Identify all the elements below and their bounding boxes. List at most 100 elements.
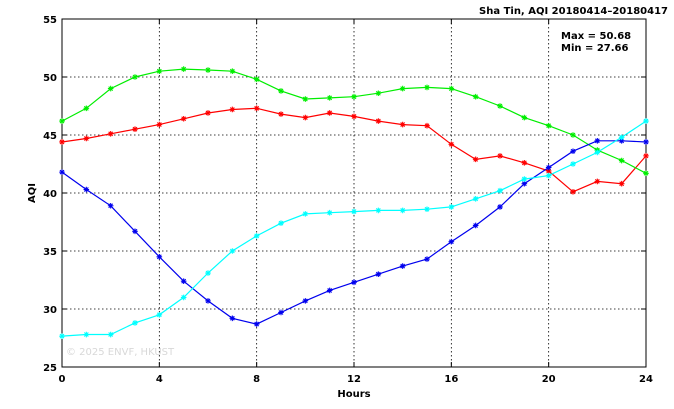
data-point-marker bbox=[132, 74, 138, 80]
data-point-marker bbox=[180, 294, 187, 301]
data-point-marker bbox=[156, 312, 163, 318]
data-point-marker bbox=[351, 208, 357, 215]
data-point-marker bbox=[107, 331, 114, 338]
data-point-marker bbox=[497, 103, 503, 109]
data-point-marker bbox=[180, 115, 187, 122]
data-point-marker bbox=[302, 211, 309, 217]
data-point-marker bbox=[132, 228, 138, 235]
x-tick-label: 8 bbox=[253, 374, 260, 385]
data-point-marker bbox=[448, 238, 455, 245]
y-tick-label: 50 bbox=[43, 73, 57, 84]
data-point-marker bbox=[253, 233, 260, 239]
data-point-marker bbox=[156, 68, 163, 74]
grid-lines bbox=[62, 19, 646, 367]
data-point-marker bbox=[424, 122, 430, 129]
data-point-marker bbox=[643, 170, 649, 177]
y-axis-label: AQI bbox=[27, 183, 38, 203]
data-point-marker bbox=[643, 139, 649, 145]
data-point-marker bbox=[326, 110, 333, 116]
data-point-marker bbox=[83, 105, 90, 112]
data-point-marker bbox=[205, 67, 211, 73]
data-point-marker bbox=[375, 118, 382, 124]
series-4 bbox=[59, 118, 649, 339]
data-point-marker bbox=[351, 113, 357, 120]
data-point-marker bbox=[351, 279, 357, 286]
data-point-marker bbox=[180, 278, 187, 284]
y-tick-label: 25 bbox=[43, 363, 57, 374]
data-point-marker bbox=[570, 161, 576, 167]
data-point-marker bbox=[229, 68, 236, 74]
data-point-marker bbox=[570, 148, 576, 155]
data-point-marker bbox=[326, 287, 333, 294]
data-point-marker bbox=[594, 149, 601, 156]
x-tick-label: 4 bbox=[156, 374, 163, 385]
data-point-marker bbox=[59, 169, 65, 175]
data-point-marker bbox=[521, 180, 528, 187]
data-point-marker bbox=[594, 138, 601, 144]
data-point-marker bbox=[278, 220, 284, 226]
data-point-marker bbox=[497, 204, 503, 210]
data-point-marker bbox=[497, 187, 503, 194]
data-point-marker bbox=[59, 118, 65, 124]
data-point-marker bbox=[302, 114, 309, 121]
data-point-marker bbox=[497, 153, 503, 159]
data-point-marker bbox=[399, 121, 406, 128]
data-point-marker bbox=[205, 270, 211, 276]
x-tick-label: 24 bbox=[639, 374, 653, 385]
x-tick-label: 16 bbox=[444, 374, 458, 385]
min-label: Min = 27.66 bbox=[561, 43, 629, 54]
data-point-marker bbox=[278, 88, 284, 94]
y-tick-label: 45 bbox=[43, 131, 57, 142]
data-point-marker bbox=[229, 315, 236, 322]
data-point-marker bbox=[399, 85, 406, 92]
data-point-marker bbox=[83, 186, 90, 193]
series-3 bbox=[59, 138, 649, 327]
data-point-marker bbox=[253, 76, 260, 83]
data-point-marker bbox=[59, 333, 65, 339]
x-tick-label: 20 bbox=[542, 374, 556, 385]
data-point-marker bbox=[472, 222, 479, 229]
data-point-marker bbox=[156, 254, 163, 260]
data-point-marker bbox=[83, 331, 90, 338]
data-point-marker bbox=[278, 111, 284, 117]
y-tick-label: 55 bbox=[43, 15, 57, 26]
data-point-marker bbox=[375, 207, 382, 214]
data-point-marker bbox=[424, 256, 430, 262]
data-point-marker bbox=[618, 138, 625, 144]
max-label: Max = 50.68 bbox=[561, 31, 631, 42]
data-point-marker bbox=[229, 248, 236, 254]
y-tick-label: 30 bbox=[43, 305, 57, 316]
data-point-marker bbox=[399, 207, 406, 214]
data-point-marker bbox=[302, 298, 309, 304]
data-point-marker bbox=[472, 156, 479, 163]
data-point-marker bbox=[448, 204, 455, 210]
data-point-marker bbox=[448, 141, 455, 148]
data-point-marker bbox=[570, 189, 576, 195]
data-point-marker bbox=[424, 206, 430, 213]
data-point-marker bbox=[132, 320, 138, 326]
data-point-marker bbox=[399, 263, 406, 269]
chart-title: Sha Tin, AQI 20180414–20180417 bbox=[479, 6, 668, 17]
data-point-marker bbox=[618, 134, 625, 141]
data-point-marker bbox=[618, 180, 625, 187]
data-point-marker bbox=[326, 209, 333, 216]
data-point-marker bbox=[180, 66, 187, 72]
data-point-marker bbox=[618, 157, 625, 164]
data-point-marker bbox=[472, 196, 479, 202]
data-point-marker bbox=[643, 153, 649, 159]
data-point-marker bbox=[472, 93, 479, 100]
data-point-marker bbox=[570, 132, 576, 138]
series-2 bbox=[59, 66, 649, 177]
data-point-marker bbox=[107, 85, 114, 92]
watermark: © 2025 ENVF, HKUST bbox=[66, 347, 175, 358]
x-tick-label: 0 bbox=[59, 374, 66, 385]
data-point-marker bbox=[375, 90, 382, 97]
data-point-marker bbox=[375, 271, 382, 277]
data-point-marker bbox=[545, 122, 552, 129]
data-point-marker bbox=[521, 176, 528, 182]
x-tick-label: 12 bbox=[347, 374, 361, 385]
data-point-marker bbox=[107, 131, 114, 137]
series-1 bbox=[59, 105, 649, 195]
data-point-marker bbox=[545, 168, 552, 174]
